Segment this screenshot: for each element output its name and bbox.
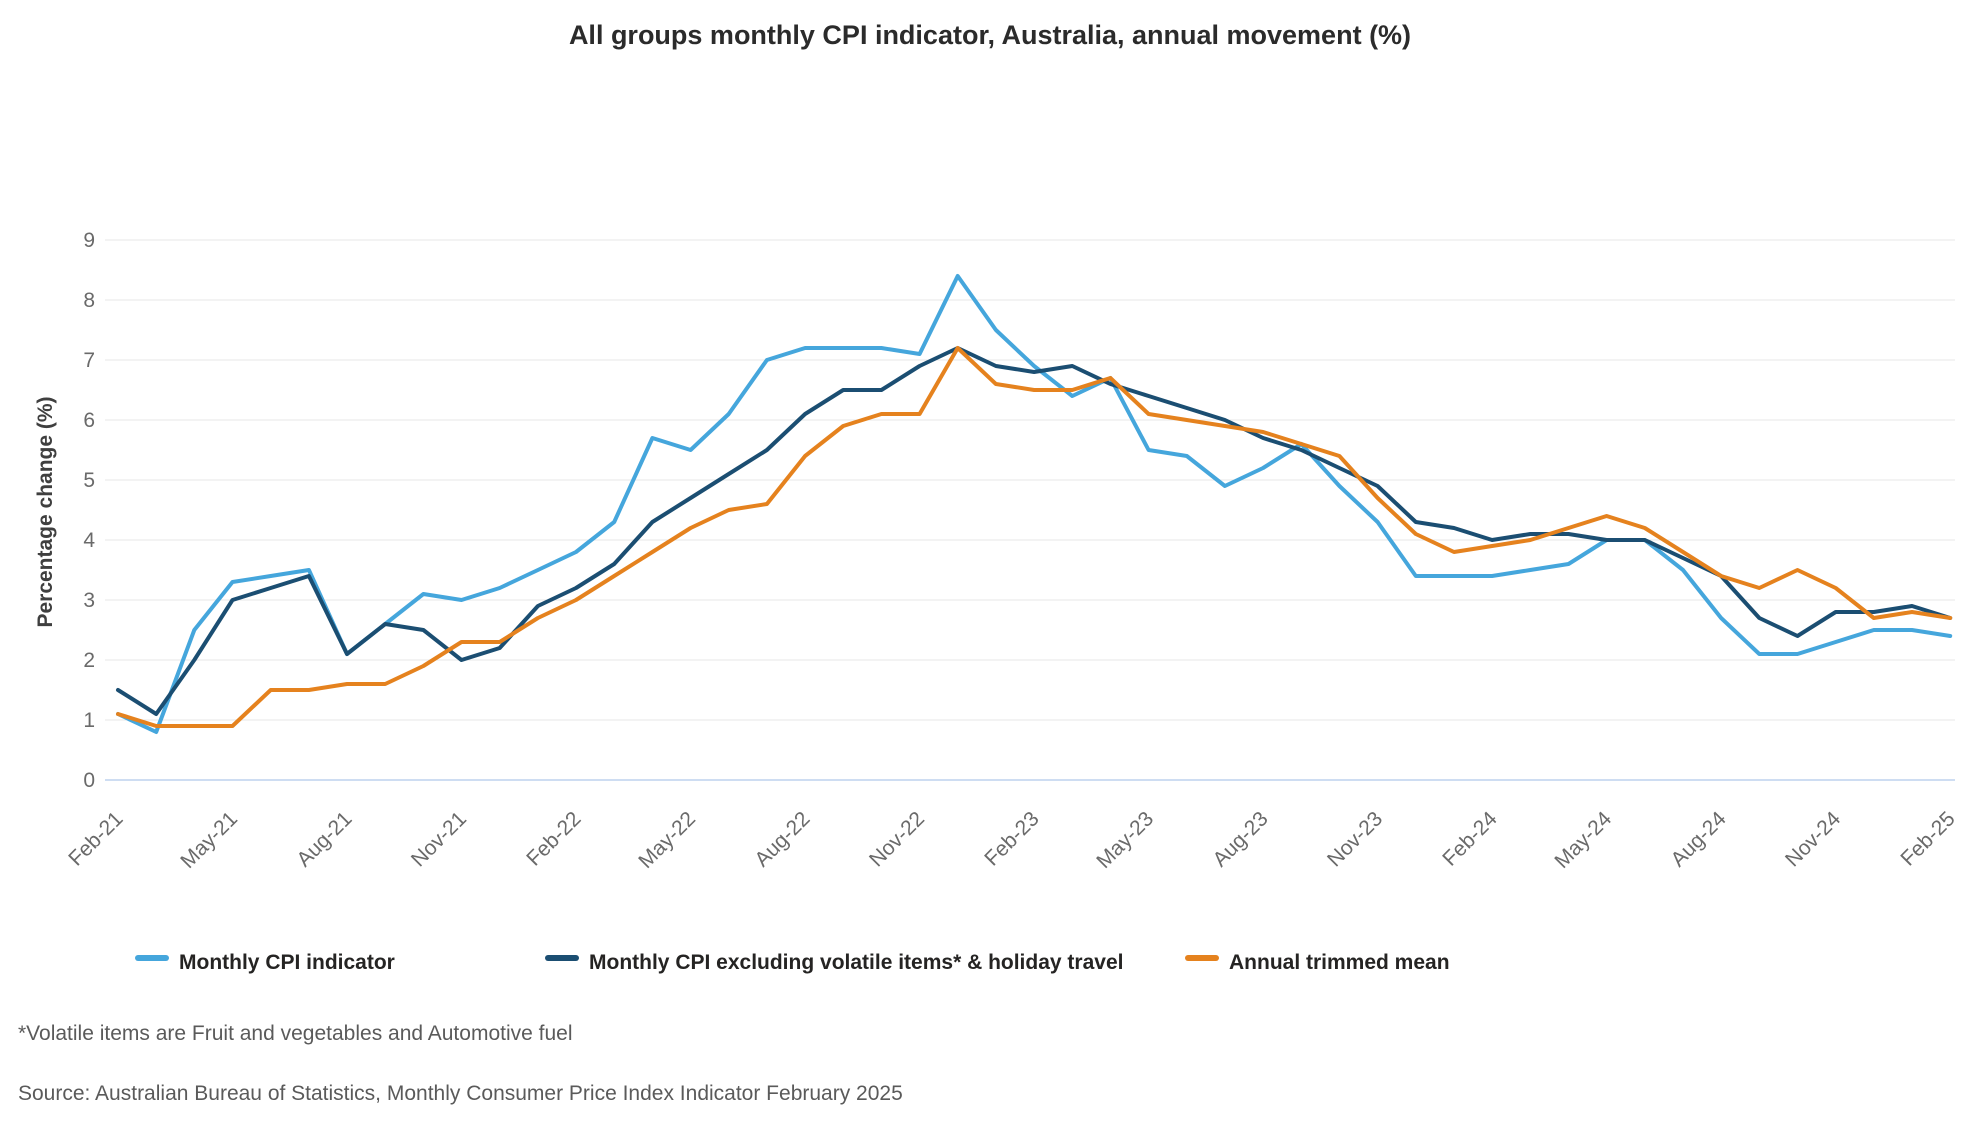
x-tick-label: Feb-21 (64, 807, 127, 870)
x-tick-label: Aug-22 (750, 807, 814, 871)
y-tick-label: 9 (83, 229, 95, 252)
y-axis-title: Percentage change (%) (34, 396, 57, 627)
x-tick-label: Feb-24 (1438, 807, 1502, 871)
legend-label-cpi-excl-volatile: Monthly CPI excluding volatile items* & … (589, 951, 1123, 974)
x-tick-label: Nov-23 (1323, 807, 1387, 871)
legend-swatch-cpi-excl-volatile (545, 955, 579, 961)
series-line-monthly-cpi (116, 274, 1953, 734)
x-tick-label: Nov-22 (865, 807, 929, 871)
x-tick-label: Feb-25 (1896, 807, 1959, 870)
x-tick-label: Aug-21 (292, 807, 356, 871)
series-line-cpi-excl-volatile (116, 346, 1953, 716)
legend: Monthly CPI indicator Monthly CPI exclud… (135, 951, 1450, 974)
x-tick-label: May-21 (176, 807, 242, 873)
x-axis-tick-labels: Feb-21 May-21 Aug-21 Nov-21 Feb-22 May-22 Aug-… (64, 807, 1959, 873)
y-tick-label: 1 (83, 709, 95, 732)
y-tick-label: 7 (83, 349, 95, 372)
legend-label-monthly-cpi: Monthly CPI indicator (179, 951, 395, 974)
legend-item-cpi-excl-volatile[interactable]: Monthly CPI excluding volatile items* & … (545, 951, 1123, 974)
series-line-trimmed-mean (116, 346, 1953, 728)
chart-title: All groups monthly CPI indicator, Austra… (569, 20, 1411, 50)
y-tick-label: 3 (83, 589, 95, 612)
y-axis-tick-labels: 0 1 2 3 4 5 6 7 8 9 (83, 229, 95, 792)
x-tick-label: Aug-24 (1667, 807, 1731, 871)
y-tick-label: 5 (83, 469, 95, 492)
volatile-items-footnote: *Volatile items are Fruit and vegetables… (18, 1022, 573, 1045)
legend-label-trimmed-mean: Annual trimmed mean (1229, 951, 1450, 974)
legend-swatch-trimmed-mean (1185, 955, 1219, 961)
y-tick-label: 4 (83, 529, 95, 552)
y-tick-label: 8 (83, 289, 95, 312)
y-tick-label: 0 (83, 769, 95, 792)
x-tick-label: Feb-23 (980, 807, 1043, 870)
y-tick-label: 2 (83, 649, 95, 672)
x-tick-label: Feb-22 (522, 807, 585, 870)
gridlines (105, 239, 1955, 781)
y-tick-label: 6 (83, 409, 95, 432)
x-tick-label: May-22 (634, 807, 700, 873)
legend-swatch-monthly-cpi (135, 955, 169, 961)
x-tick-label: May-24 (1550, 807, 1616, 873)
source-note: Source: Australian Bureau of Statistics,… (18, 1082, 903, 1105)
legend-item-monthly-cpi[interactable]: Monthly CPI indicator (135, 951, 395, 974)
legend-item-trimmed-mean[interactable]: Annual trimmed mean (1185, 951, 1450, 974)
series-lines (116, 274, 1953, 734)
x-tick-label: Nov-21 (407, 807, 471, 871)
x-tick-label: Nov-24 (1781, 807, 1845, 871)
x-tick-label: May-23 (1092, 807, 1158, 873)
x-tick-label: Aug-23 (1208, 807, 1272, 871)
